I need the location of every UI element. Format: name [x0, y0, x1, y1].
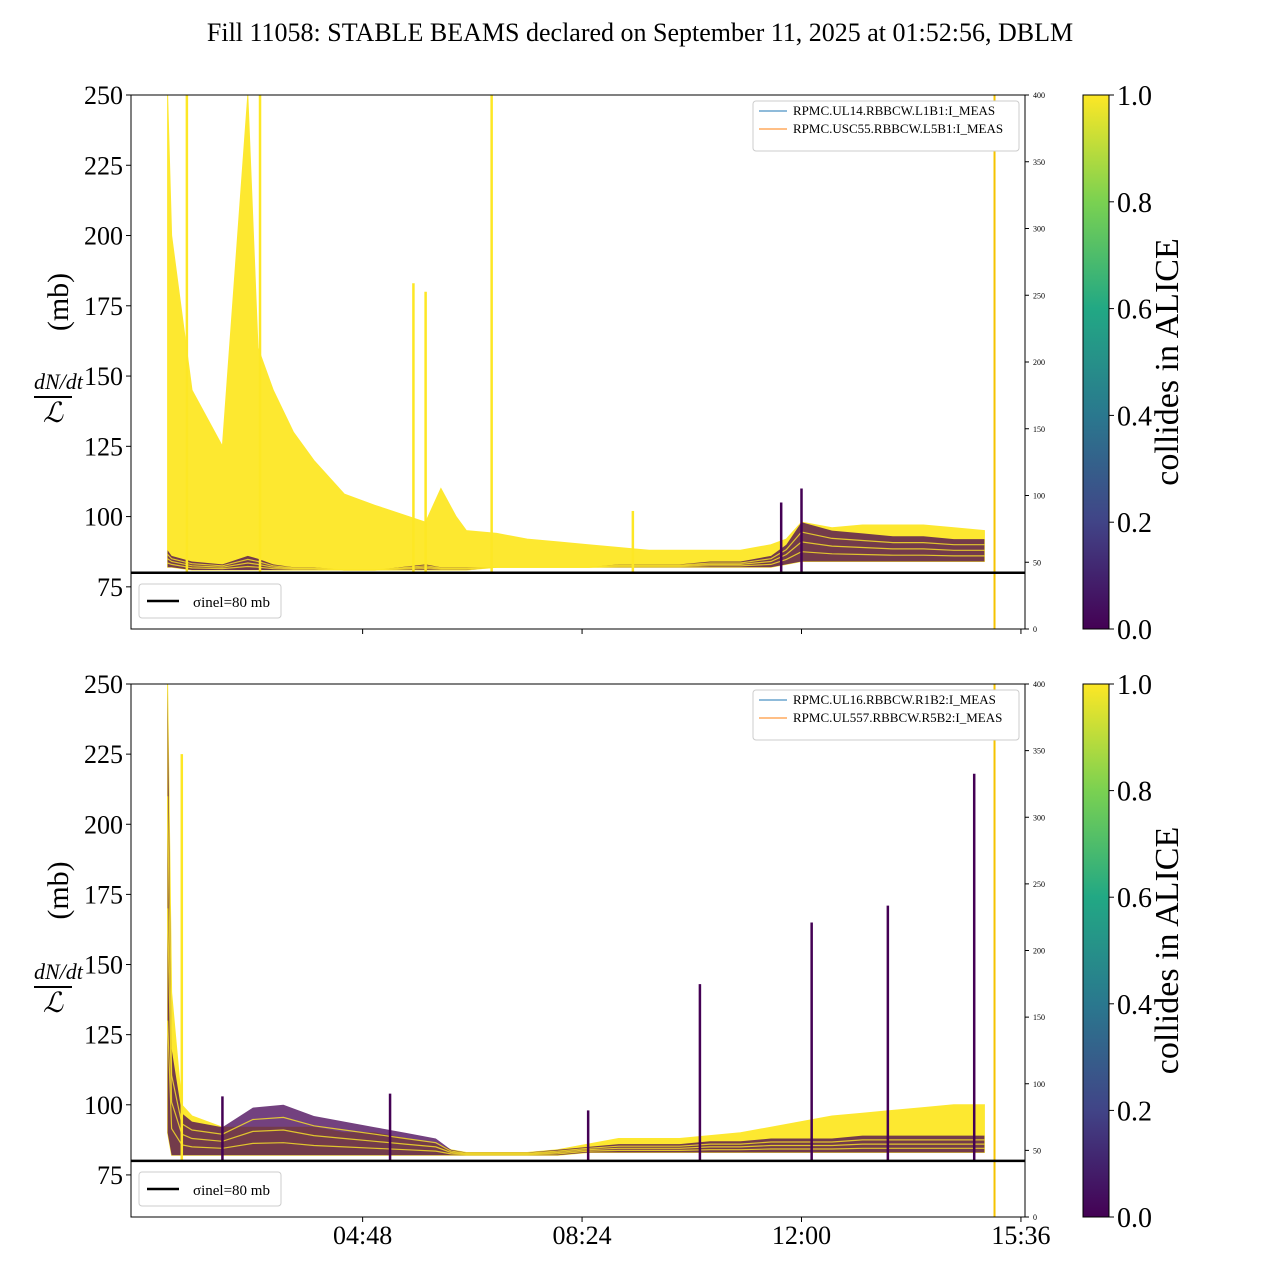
ytick2-label-top-100: 100 — [1033, 492, 1045, 501]
ylabel-unit-bottom: (mb) — [42, 861, 75, 919]
legend-box-top — [752, 100, 1020, 152]
yellow-band-bottom — [167, 684, 985, 1156]
ytick-label-bottom-175: 175 — [84, 880, 123, 909]
colorbar-label-bottom: collides in ALICE — [1149, 827, 1186, 1074]
ytick-label-bottom-125: 125 — [84, 1021, 123, 1050]
xtick-label-bottom-15:36: 15:36 — [991, 1221, 1050, 1250]
colorbar-tick-label-bottom-0: 0.0 — [1117, 1203, 1152, 1234]
plot-area-top — [131, 95, 1025, 629]
ytick2-label-top-300: 300 — [1033, 225, 1045, 234]
xtick-label-bottom-08:24: 08:24 — [552, 1221, 611, 1250]
ylabel-unit-top: (mb) — [42, 273, 75, 331]
ref-legend-label-bottom: σinel=80 mb — [193, 1183, 270, 1199]
series-line-bottom-0 — [167, 1020, 985, 1156]
ytick-label-bottom-225: 225 — [84, 740, 123, 769]
ytick-label-bottom-75: 75 — [97, 1161, 123, 1190]
ylabel-bottom-bar — [34, 986, 72, 988]
purple-band-bottom — [167, 684, 985, 1156]
ytick2-label-top-350: 350 — [1033, 158, 1045, 167]
ylabel-bottom: dN/dt ℒ — [34, 959, 83, 1019]
ylabel-top-denominator: ℒ — [42, 398, 64, 429]
colorbar-tick-label-bottom-4: 0.8 — [1117, 777, 1152, 808]
ylabel-bottom-denominator: ℒ — [42, 988, 64, 1019]
ytick2-label-top-200: 200 — [1033, 358, 1045, 367]
ytick-label-top-225: 225 — [84, 151, 123, 180]
colorbar-tick-label-top-2: 0.4 — [1117, 401, 1152, 432]
xtick-label-bottom-04:48: 04:48 — [333, 1221, 392, 1250]
ytick-label-top-150: 150 — [84, 362, 123, 391]
ytick2-label-top-400: 400 — [1033, 91, 1045, 100]
ytick2-label-bottom-400: 400 — [1033, 680, 1045, 689]
ytick2-label-top-0: 0 — [1033, 625, 1037, 634]
ytick-label-top-200: 200 — [84, 222, 123, 251]
ytick-label-bottom-250: 250 — [84, 670, 123, 699]
ytick-label-top-175: 175 — [84, 292, 123, 321]
colorbar-top — [1082, 94, 1110, 630]
ytick2-label-top-150: 150 — [1033, 425, 1045, 434]
colorbar-tick-label-top-3: 0.6 — [1117, 295, 1152, 326]
ytick2-label-bottom-0: 0 — [1033, 1213, 1037, 1222]
plot-area-bottom — [131, 684, 1025, 1217]
ylabel-top-numerator: dN/dt — [34, 369, 83, 394]
ytick2-label-bottom-300: 300 — [1033, 813, 1045, 822]
ytick2-label-top-50: 50 — [1033, 558, 1041, 567]
colorbar-tick-label-bottom-3: 0.6 — [1117, 883, 1152, 914]
ref-legend-box-top — [138, 583, 282, 619]
colorbar-tick-label-bottom-1: 0.2 — [1117, 1096, 1152, 1127]
colorbar-tick-label-top-1: 0.2 — [1117, 508, 1152, 539]
series-line-bottom-1 — [167, 908, 985, 1155]
colorbar-tick-label-bottom-5: 1.0 — [1117, 670, 1152, 701]
ytick2-label-bottom-350: 350 — [1033, 747, 1045, 756]
colorbar-tick-label-top-4: 0.8 — [1117, 188, 1152, 219]
ytick2-label-bottom-200: 200 — [1033, 947, 1045, 956]
legend-box-bottom — [752, 689, 1020, 741]
figure-title: Fill 11058: STABLE BEAMS declared on Sep… — [206, 18, 1074, 47]
legend-entry-bottom-0: RPMC.UL16.RBBCW.R1B2:I_MEAS — [793, 692, 996, 707]
ytick2-label-bottom-100: 100 — [1033, 1080, 1045, 1089]
ytick2-label-bottom-50: 50 — [1033, 1146, 1041, 1155]
ytick-label-bottom-150: 150 — [84, 951, 123, 980]
colorbar-tick-label-top-5: 1.0 — [1117, 81, 1152, 112]
xtick-label-bottom-12:00: 12:00 — [772, 1221, 831, 1250]
series-line-top-2 — [167, 531, 985, 571]
ytick2-label-bottom-150: 150 — [1033, 1013, 1045, 1022]
ylabel-bottom-numerator: dN/dt — [34, 959, 83, 984]
ref-legend-box-bottom — [138, 1171, 282, 1207]
colorbar-tick-label-top-0: 0.0 — [1117, 615, 1152, 646]
ytick-label-bottom-200: 200 — [84, 810, 123, 839]
colorbar-label-top: collides in ALICE — [1149, 238, 1186, 485]
ref-legend-label-top: σinel=80 mb — [193, 595, 270, 611]
ytick-label-bottom-100: 100 — [84, 1091, 123, 1120]
ytick2-label-bottom-250: 250 — [1033, 880, 1045, 889]
legend-entry-top-1: RPMC.USC55.RBBCW.L5B1:I_MEAS — [793, 121, 1003, 136]
legend-entry-bottom-1: RPMC.UL557.RBBCW.R5B2:I_MEAS — [793, 710, 1002, 725]
ytick2-label-top-250: 250 — [1033, 291, 1045, 300]
ytick-label-top-125: 125 — [84, 432, 123, 461]
ytick-label-top-250: 250 — [84, 81, 123, 110]
yellow-band-top — [167, 95, 985, 571]
ylabel-top-bar — [34, 396, 72, 398]
legend-entry-top-0: RPMC.UL14.RBBCW.L1B1:I_MEAS — [793, 103, 995, 118]
series-line-bottom-2 — [167, 796, 985, 1154]
colorbar-tick-label-bottom-2: 0.4 — [1117, 990, 1152, 1021]
ylabel-top: dN/dt ℒ — [34, 369, 83, 429]
colorbar-bottom — [1082, 683, 1110, 1218]
ytick-label-top-100: 100 — [84, 503, 123, 532]
ytick-label-top-75: 75 — [97, 573, 123, 602]
